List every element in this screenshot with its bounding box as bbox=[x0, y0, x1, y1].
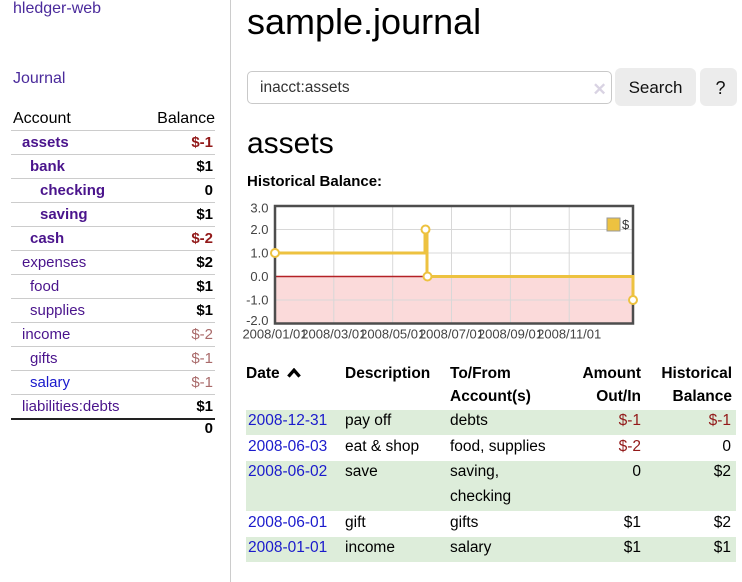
svg-text:0.0: 0.0 bbox=[250, 269, 268, 284]
svg-text:2008/05/01: 2008/05/01 bbox=[360, 327, 425, 342]
svg-text:-1.0: -1.0 bbox=[246, 293, 268, 308]
svg-text:2008/11/01: 2008/11/01 bbox=[537, 327, 601, 342]
svg-text:2008/09/01: 2008/09/01 bbox=[478, 327, 543, 342]
svg-text:2.0: 2.0 bbox=[250, 222, 268, 237]
svg-text:2008/03/01: 2008/03/01 bbox=[301, 327, 366, 342]
svg-text:3.0: 3.0 bbox=[250, 201, 268, 216]
svg-text:-2.0: -2.0 bbox=[246, 313, 268, 328]
svg-text:2008/01/01: 2008/01/01 bbox=[242, 327, 307, 342]
svg-text:2008/07/01: 2008/07/01 bbox=[419, 327, 484, 342]
svg-text:1.0: 1.0 bbox=[250, 246, 268, 261]
svg-text:$: $ bbox=[622, 217, 630, 232]
